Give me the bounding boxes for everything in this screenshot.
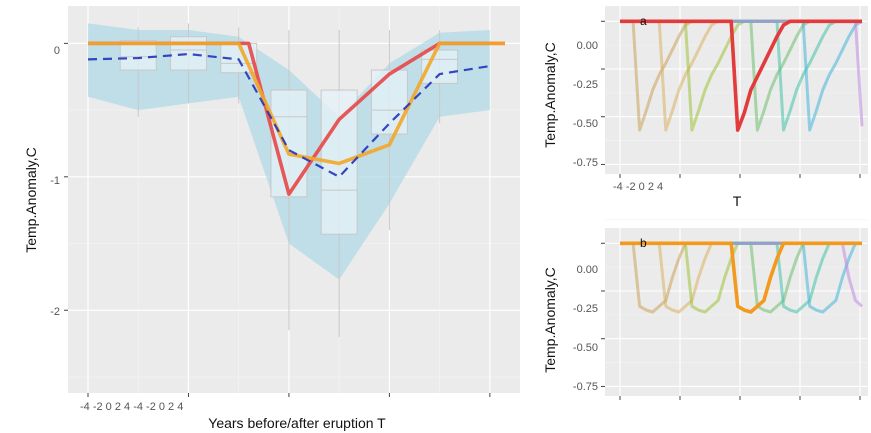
panel-a-y-axis-title: Temp.Anomaly,C [542, 42, 558, 148]
panel-a-y-tick-label: -0.75 [573, 157, 598, 169]
main-y-tick-label: -2 [50, 306, 60, 318]
main-y-axis-title: Temp.Anomaly,C [23, 147, 39, 253]
panel-a-axis-ticks [601, 20, 861, 178]
panel-a-y-tick-label: 0.00 [577, 40, 598, 52]
main-y-tick-label: 0 [54, 45, 60, 57]
panel-a-label: a [640, 14, 647, 28]
panel-b-y-axis-title: Temp.Anomaly,C [542, 267, 558, 373]
panel-b-plot-background [605, 228, 868, 396]
main-axis-ticks [64, 42, 491, 397]
main-mean-line [87, 52, 491, 178]
panel-a-y-tick-label: -0.50 [573, 118, 598, 130]
panel-b-gridlines [605, 219, 868, 396]
main-x-axis-title: Years before/after eruption T [208, 415, 386, 431]
panel-b-y-tick-label: -0.25 [573, 303, 598, 315]
panel-a-y-tick-label: -0.25 [573, 79, 598, 91]
b-highlight-line [620, 241, 862, 314]
panel-b: b 0.00 -0.25 -0.50 -0.75 Temp.Anomaly,C [542, 219, 868, 400]
panel-b-label: b [640, 236, 647, 250]
panel-a-series-lines [620, 19, 864, 132]
panel-b-axis-ticks [601, 242, 861, 400]
panel-a-x-axis-title: T [733, 193, 742, 209]
panel-b-y-tick-label: -0.50 [573, 342, 598, 354]
main-series-line [88, 41, 505, 166]
panel-b-y-tick-label: -0.75 [573, 381, 598, 393]
main-box [119, 40, 157, 71]
panel-b-series-lines [620, 241, 863, 314]
a-highlight-line [620, 19, 862, 132]
main-y-tick-label: -1 [50, 175, 60, 187]
panel-a-x-tick-labels: -4 -2 0 2 4 [613, 181, 663, 193]
main-panel: 0 -1 -2 -4 -2 0 2 4 -4 -2 0 2 4 Years be… [23, 6, 520, 431]
main-x-tick-labels: -4 -2 0 2 4 -4 -2 0 2 4 [80, 401, 183, 413]
panel-b-y-tick-label: 0.00 [577, 264, 598, 276]
panel-a: a 0.00 -0.25 -0.50 -0.75 -4 -2 0 2 4 T T… [542, 6, 868, 209]
main-series-lines [87, 41, 505, 196]
main-box [370, 69, 408, 135]
